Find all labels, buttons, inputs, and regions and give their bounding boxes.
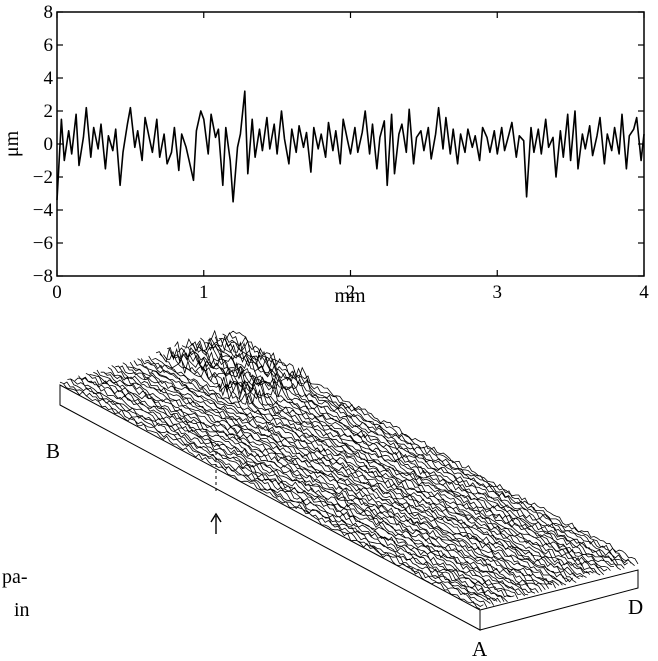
y-axis-label: μm	[1, 130, 23, 157]
y-axis-tick-labels: −8 −6 −4 −2 0 2 4 6 8	[33, 2, 54, 287]
x-tick-label: 4	[639, 282, 649, 303]
x-tick-label: 0	[52, 282, 62, 303]
y-tick-label: −4	[33, 200, 54, 221]
x-tick-label: 2	[346, 282, 356, 303]
slab-side-face	[59, 384, 481, 631]
corner-label-a: A	[472, 637, 488, 661]
slab-front-face	[479, 569, 639, 631]
series-line	[56, 90, 645, 203]
y-tick-label: 8	[44, 2, 54, 23]
x-axis-ticks	[56, 12, 645, 276]
y-tick-label: −6	[33, 233, 53, 254]
y-tick-label: 4	[44, 68, 54, 89]
x-axis-tick-labels: 0 1 2 3 4	[52, 282, 649, 303]
x-tick-label: 3	[493, 282, 503, 303]
y-axis-ticks	[57, 11, 644, 277]
series-layer	[56, 90, 645, 203]
x-tick-label: 1	[199, 282, 209, 303]
corner-label-b: B	[46, 439, 60, 463]
y-tick-label: −2	[33, 167, 53, 188]
surface-3d-rendering: B A D	[46, 329, 643, 661]
text-fragment-line2: in	[14, 599, 30, 621]
up-arrow-icon	[210, 512, 222, 534]
plot-frame	[56, 11, 645, 277]
y-tick-label: 6	[44, 35, 54, 56]
surface-texture	[59, 329, 639, 610]
y-tick-label: 2	[44, 101, 54, 122]
y-tick-label: −8	[33, 266, 53, 287]
surface-mesh	[59, 329, 639, 610]
text-fragment-line1: pa-	[2, 566, 28, 588]
y-tick-label: 0	[44, 134, 54, 155]
x-axis-label: mm	[334, 285, 366, 307]
corner-label-d: D	[628, 595, 643, 619]
profile-line-chart: −8 −6 −4 −2 0 2 4 6 8 0 1 2 3 4 mm μm	[1, 2, 649, 307]
